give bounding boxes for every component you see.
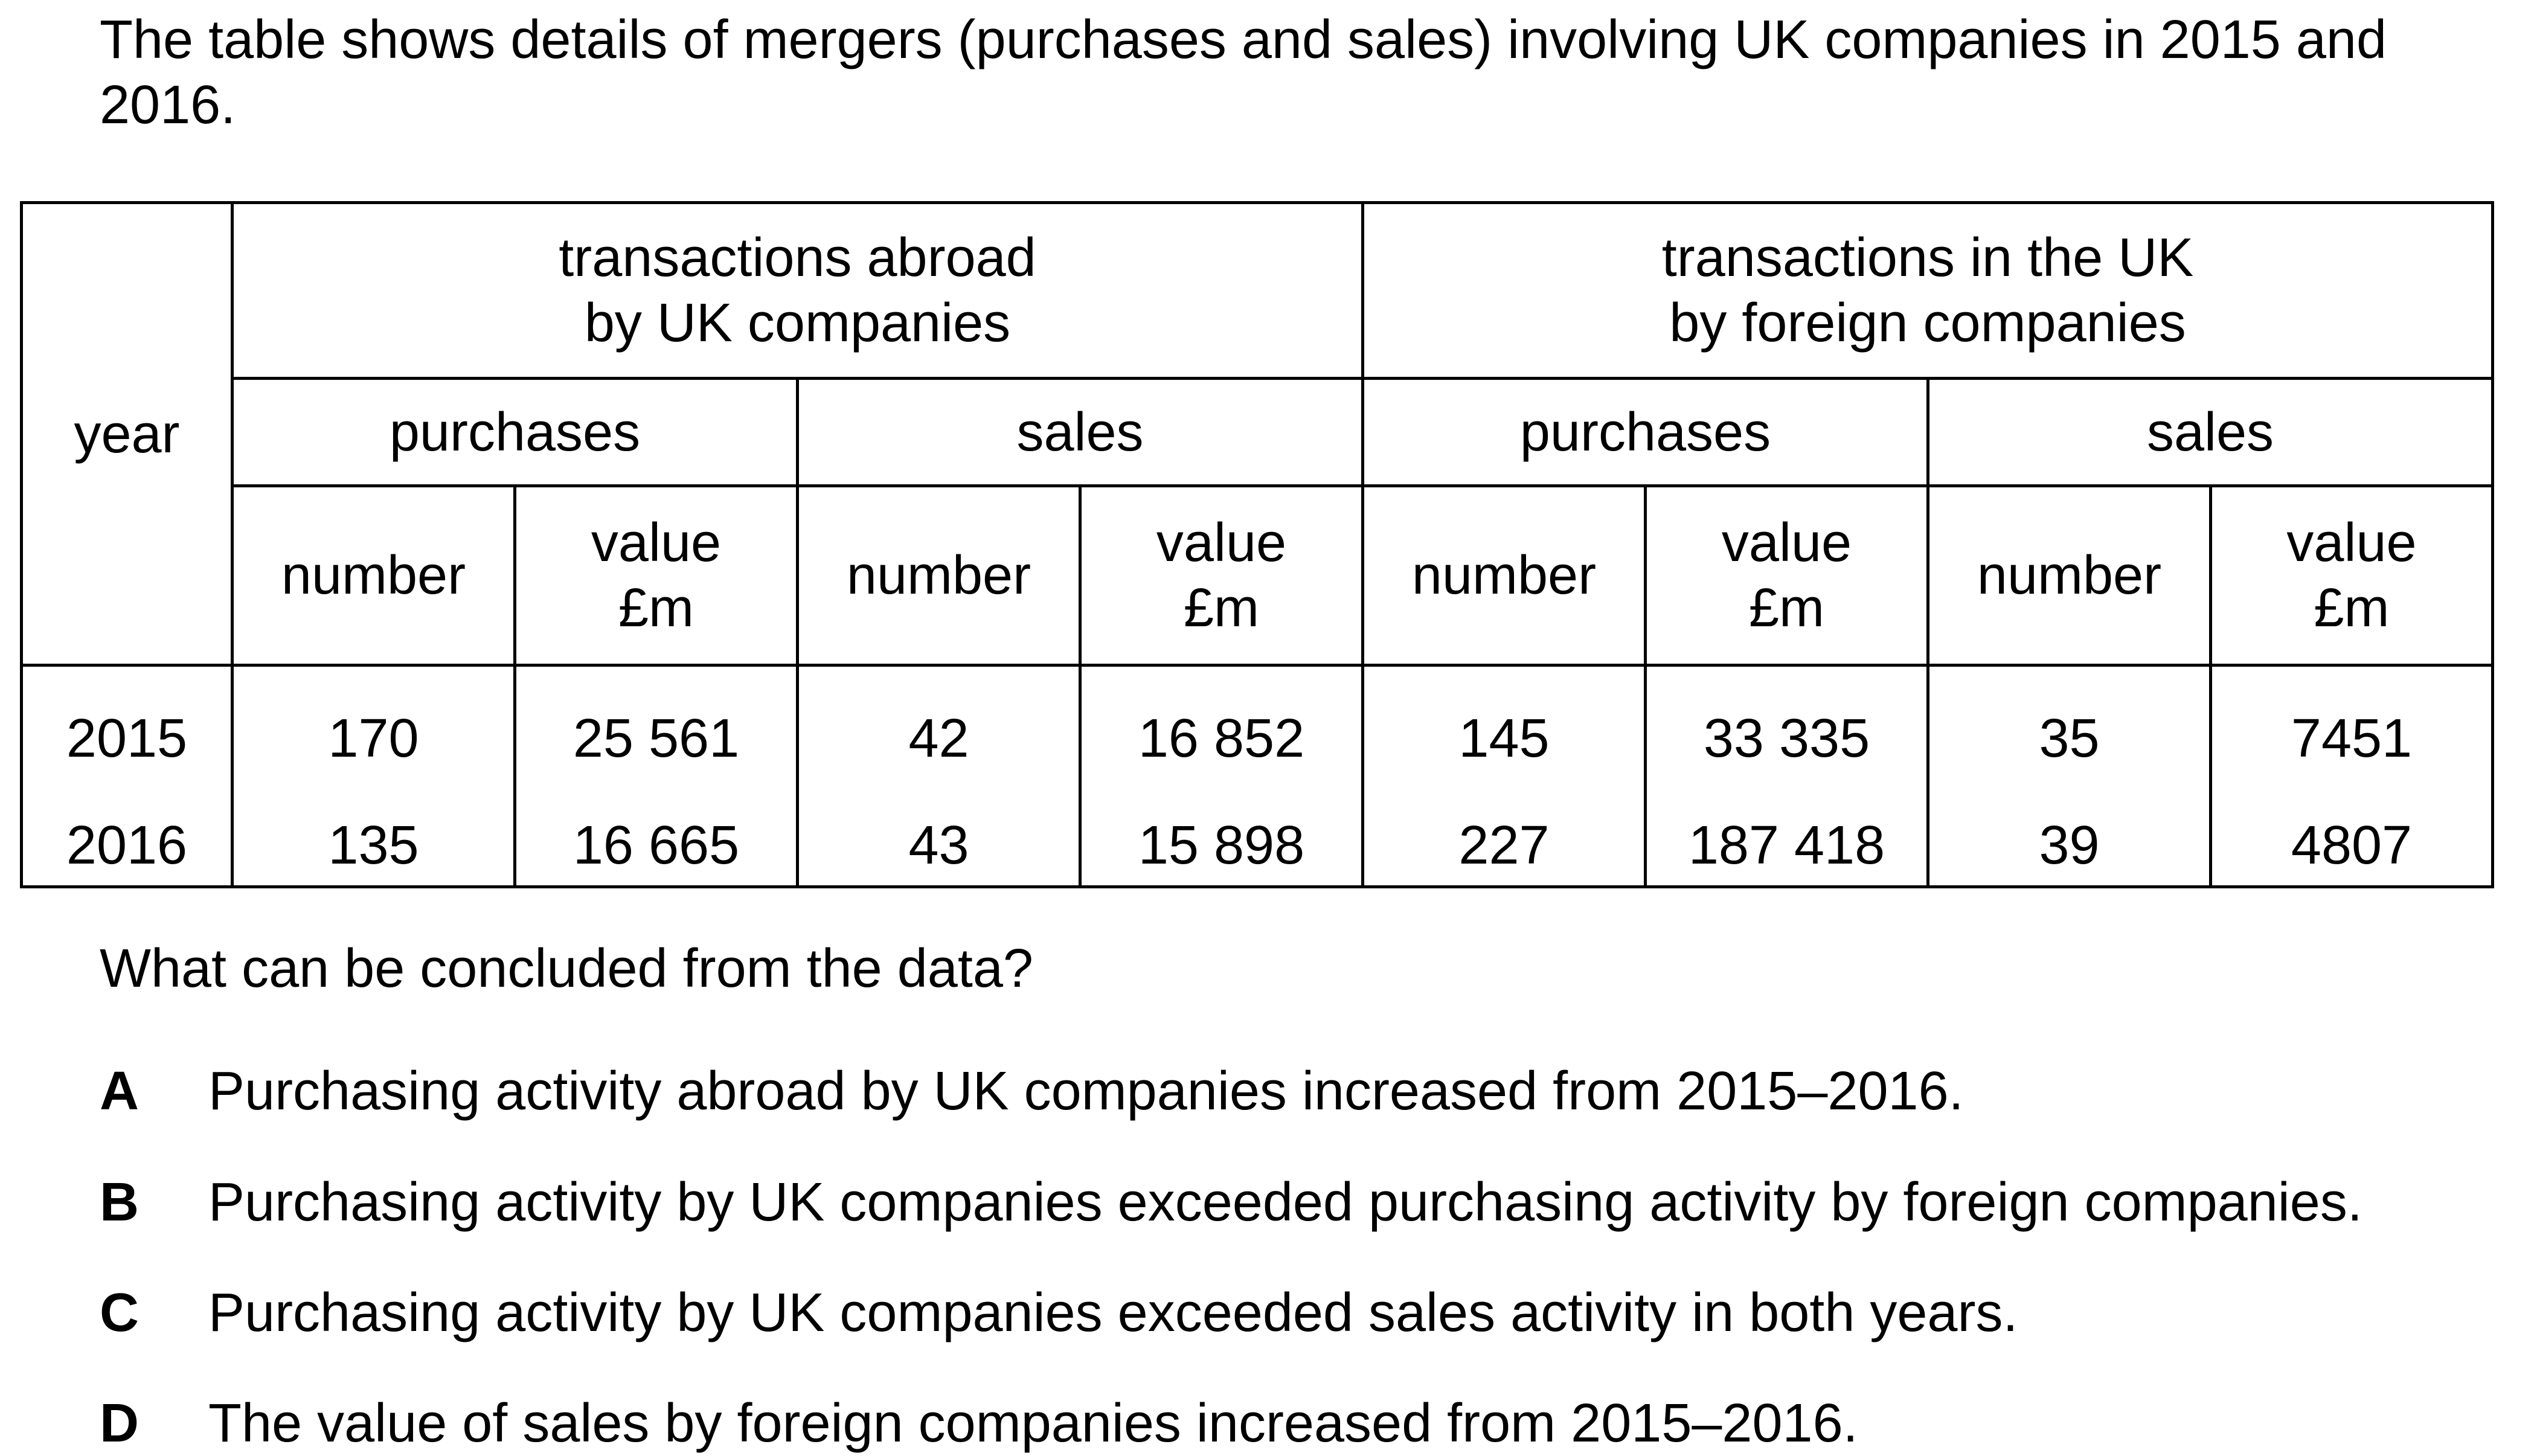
- table-row: 2015 170 25 561 42 16 852 145 33 335 35 …: [20, 665, 2495, 806]
- table-cell: 7451: [2210, 665, 2495, 806]
- option-letter: C: [100, 1283, 139, 1343]
- group-header-abroad-line2: by UK companies: [584, 293, 1011, 353]
- group-header-uk-line2: by foreign companies: [1669, 293, 2186, 353]
- col-header-value: value £m: [513, 484, 799, 667]
- row-year: 2015: [20, 665, 234, 806]
- table-cell: 16 665: [515, 806, 799, 888]
- intro-text: The table shows details of mergers (purc…: [100, 10, 2387, 135]
- table-cell: 170: [232, 665, 516, 806]
- mergers-table: year transactions abroad by UK companies…: [20, 201, 2495, 888]
- col-header-number: number: [1361, 484, 1647, 667]
- subheader-uk-sales: sales: [1926, 377, 2495, 487]
- col-header-value-unit: £m: [618, 578, 694, 638]
- group-header-uk-line1: transactions in the UK: [1661, 228, 2194, 288]
- option-text: Purchasing activity by UK companies exce…: [208, 1172, 2362, 1233]
- table-cell: 4807: [2210, 806, 2495, 888]
- table-row: 2016 135 16 665 43 15 898 227 187 418 39…: [20, 806, 2495, 888]
- table-cell: 227: [1362, 806, 1647, 888]
- table-cell: 43: [797, 806, 1082, 888]
- row-year: 2016: [20, 806, 234, 888]
- table-cell: 42: [797, 665, 1082, 806]
- table-cell: 33 335: [1645, 665, 1929, 806]
- group-header-abroad: transactions abroad by UK companies: [231, 201, 1364, 380]
- table-cell: 15 898: [1080, 806, 1364, 888]
- col-header-value-unit: £m: [2314, 578, 2390, 638]
- option-text: Purchasing activity abroad by UK compani…: [208, 1061, 1964, 1121]
- col-header-value-line1: value: [1721, 513, 1852, 573]
- subheader-abroad-purchases: purchases: [231, 377, 799, 487]
- year-header: year: [20, 201, 234, 667]
- group-header-uk: transactions in the UK by foreign compan…: [1361, 201, 2495, 380]
- col-header-number: number: [1926, 484, 2212, 667]
- subheader-abroad-sales: sales: [796, 377, 1364, 487]
- col-header-value-line1: value: [591, 513, 722, 573]
- option-letter: B: [100, 1172, 139, 1233]
- col-header-number: number: [231, 484, 516, 667]
- col-header-number: number: [796, 484, 1082, 667]
- table-cell: 145: [1362, 665, 1647, 806]
- col-header-value-line1: value: [1156, 513, 1287, 573]
- group-header-abroad-line1: transactions abroad: [559, 228, 1036, 288]
- option-letter: A: [100, 1061, 139, 1121]
- question-text: What can be concluded from the data?: [100, 938, 1033, 999]
- subheader-uk-purchases: purchases: [1361, 377, 1929, 487]
- col-header-value: value £m: [1079, 484, 1364, 667]
- table-cell: 39: [1928, 806, 2212, 888]
- option-text: The value of sales by foreign companies …: [208, 1393, 1858, 1454]
- col-header-value: value £m: [1644, 484, 1929, 667]
- table-cell: 135: [232, 806, 516, 888]
- table-cell: 25 561: [515, 665, 799, 806]
- col-header-value-line1: value: [2286, 513, 2417, 573]
- option-text: Purchasing activity by UK companies exce…: [208, 1283, 2018, 1343]
- table-cell: 35: [1928, 665, 2212, 806]
- table-cell: 187 418: [1645, 806, 1929, 888]
- col-header-value-unit: £m: [1748, 578, 1825, 638]
- col-header-value: value £m: [2208, 484, 2495, 667]
- option-letter: D: [100, 1393, 139, 1454]
- table-cell: 16 852: [1080, 665, 1364, 806]
- col-header-value-unit: £m: [1183, 578, 1260, 638]
